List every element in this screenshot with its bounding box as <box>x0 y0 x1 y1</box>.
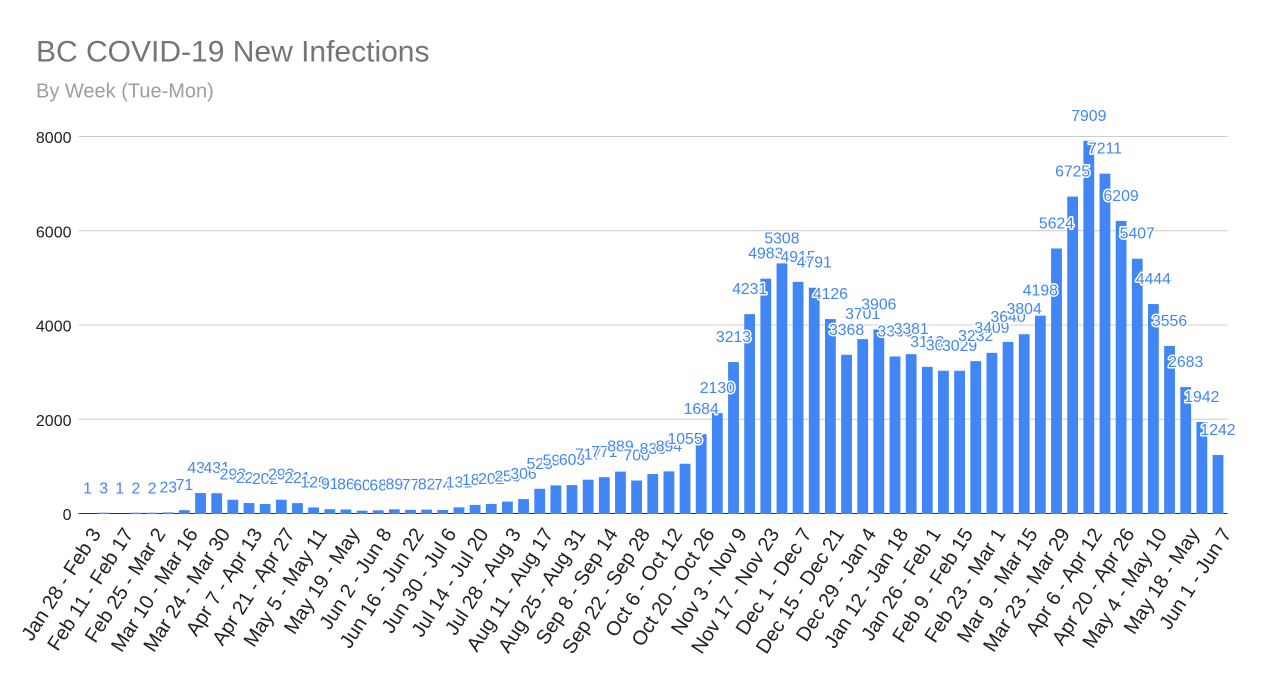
svg-text:202: 202 <box>478 471 504 488</box>
svg-text:4000: 4000 <box>36 319 72 336</box>
svg-text:3906: 3906 <box>861 296 896 313</box>
svg-text:1242: 1242 <box>1200 422 1235 439</box>
svg-text:2000: 2000 <box>36 413 72 430</box>
svg-text:2683: 2683 <box>1168 354 1203 371</box>
svg-text:771: 771 <box>591 444 618 461</box>
svg-text:1: 1 <box>83 480 92 497</box>
svg-text:4983: 4983 <box>748 246 783 263</box>
svg-text:2130: 2130 <box>700 380 735 397</box>
svg-text:82: 82 <box>418 477 436 494</box>
svg-text:292: 292 <box>220 467 246 484</box>
svg-text:525: 525 <box>527 456 554 473</box>
svg-text:3213: 3213 <box>716 329 751 346</box>
svg-text:838: 838 <box>640 441 667 458</box>
svg-text:4126: 4126 <box>813 286 848 303</box>
svg-text:700: 700 <box>623 448 650 465</box>
svg-text:431: 431 <box>204 460 231 477</box>
svg-text:3381: 3381 <box>894 321 929 338</box>
svg-text:596: 596 <box>543 452 570 469</box>
svg-text:6209: 6209 <box>1104 188 1139 205</box>
svg-text:By Week (Tue-Mon): By Week (Tue-Mon) <box>36 81 214 103</box>
svg-text:253: 253 <box>494 469 521 486</box>
svg-text:3333: 3333 <box>877 323 912 340</box>
svg-text:3030: 3030 <box>926 338 961 355</box>
svg-text:3804: 3804 <box>1007 301 1042 318</box>
svg-text:3556: 3556 <box>1152 313 1187 330</box>
svg-text:434: 434 <box>187 460 214 477</box>
svg-text:2: 2 <box>148 480 157 497</box>
svg-text:4444: 4444 <box>1136 271 1171 288</box>
svg-text:6725: 6725 <box>1055 164 1090 181</box>
svg-text:3029: 3029 <box>942 338 977 355</box>
svg-text:8000: 8000 <box>36 130 72 147</box>
svg-text:894: 894 <box>656 438 683 455</box>
svg-text:3701: 3701 <box>845 306 880 323</box>
svg-text:91: 91 <box>321 476 339 493</box>
svg-text:0: 0 <box>63 507 72 524</box>
svg-text:23: 23 <box>159 479 177 496</box>
svg-text:4791: 4791 <box>797 255 832 272</box>
svg-text:3232: 3232 <box>958 328 993 345</box>
svg-text:3640: 3640 <box>990 309 1025 326</box>
svg-text:221: 221 <box>284 470 311 487</box>
svg-text:7211: 7211 <box>1088 141 1122 158</box>
svg-text:3409: 3409 <box>974 320 1009 337</box>
svg-text:292: 292 <box>268 467 294 484</box>
svg-text:86: 86 <box>337 476 355 493</box>
svg-text:2: 2 <box>132 480 141 497</box>
svg-text:71: 71 <box>176 477 194 494</box>
svg-text:74: 74 <box>434 477 452 494</box>
svg-text:3112: 3112 <box>910 334 944 351</box>
svg-text:131: 131 <box>446 474 473 491</box>
svg-text:68: 68 <box>369 477 387 494</box>
svg-text:6000: 6000 <box>36 224 72 241</box>
svg-text:603: 603 <box>559 452 586 469</box>
svg-text:1: 1 <box>115 480 124 497</box>
svg-text:306: 306 <box>510 466 537 483</box>
svg-text:BC COVID-19 New Infections: BC COVID-19 New Infections <box>36 36 429 69</box>
svg-text:77: 77 <box>402 477 420 494</box>
svg-text:5624: 5624 <box>1039 215 1074 232</box>
svg-text:129: 129 <box>300 474 327 491</box>
svg-text:4915: 4915 <box>781 249 816 266</box>
svg-text:7909: 7909 <box>1071 108 1106 125</box>
svg-text:4198: 4198 <box>1023 283 1058 300</box>
svg-text:60: 60 <box>353 478 371 495</box>
svg-text:1055: 1055 <box>667 431 702 448</box>
svg-text:717: 717 <box>575 447 601 464</box>
svg-text:3368: 3368 <box>829 322 864 339</box>
svg-text:3: 3 <box>99 480 108 497</box>
svg-text:1684: 1684 <box>684 401 719 418</box>
svg-text:889: 889 <box>607 439 634 456</box>
svg-text:4231: 4231 <box>732 281 767 298</box>
svg-text:5407: 5407 <box>1120 226 1155 243</box>
svg-text:222: 222 <box>236 470 262 487</box>
svg-text:5308: 5308 <box>764 230 799 247</box>
svg-text:1942: 1942 <box>1184 389 1219 406</box>
svg-text:89: 89 <box>386 476 404 493</box>
svg-text:182: 182 <box>462 472 488 489</box>
svg-text:202: 202 <box>252 471 278 488</box>
